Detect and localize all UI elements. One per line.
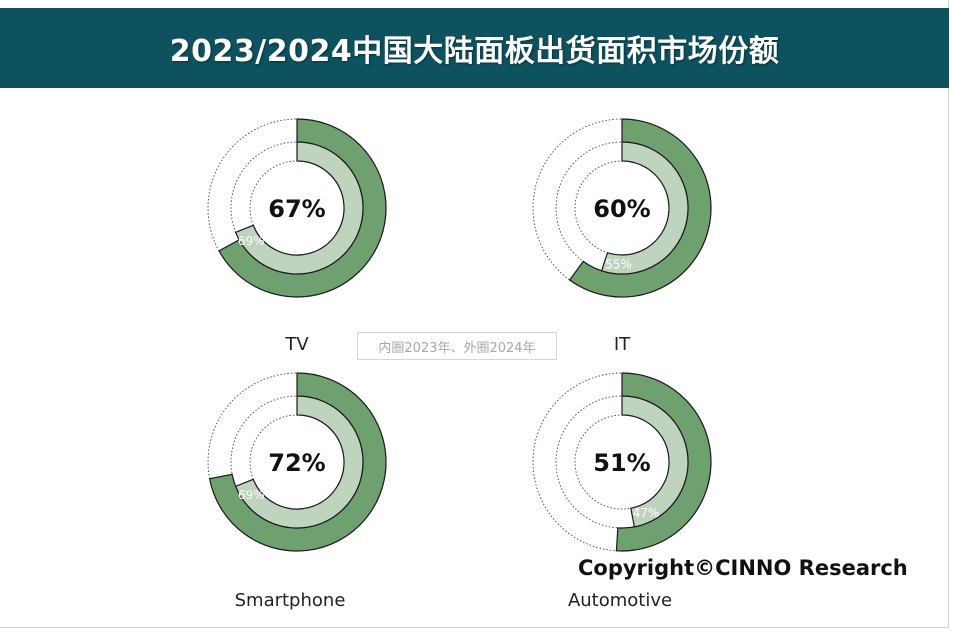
legend-note: 内圈2023年、外圈2024年 <box>357 332 557 360</box>
copyright-text: Copyright©CINNO Research <box>578 556 908 580</box>
category-label-automotive: Automotive <box>567 590 673 611</box>
automotive-outer-value-label: 51% <box>593 449 650 477</box>
category-label-smartphone: Smartphone <box>234 590 346 611</box>
automotive-inner-value-label: 47% <box>633 506 660 520</box>
category-label-tv: TV <box>285 334 309 355</box>
smartphone-inner-value-label: 69% <box>238 488 265 502</box>
tv-outer-value-label: 67% <box>268 195 325 223</box>
category-label-it: IT <box>613 334 631 355</box>
it-inner-value-label: 55% <box>605 257 632 271</box>
it-inner-ring-segment <box>600 141 689 275</box>
it-outer-value-label: 60% <box>593 195 650 223</box>
donut-chart-smartphone: 72%69% <box>207 372 387 552</box>
smartphone-outer-value-label: 72% <box>268 449 325 477</box>
chart-title: 2023/2024中国大陆面板出货面积市场份额 <box>169 34 780 69</box>
tv-inner-ring-segment <box>234 141 364 275</box>
smartphone-inner-ring-segment <box>234 395 364 529</box>
tv-inner-value-label: 69% <box>238 234 265 248</box>
automotive-inner-ring-segment <box>621 395 689 528</box>
donut-chart-it: 60% 55% <box>532 118 712 298</box>
donut-chart-automotive: 51% 47% <box>532 372 712 552</box>
title-bar: 2023/2024中国大陆面板出货面积市场份额 <box>0 8 949 88</box>
donut-chart-tv: 67%69% <box>207 118 387 298</box>
